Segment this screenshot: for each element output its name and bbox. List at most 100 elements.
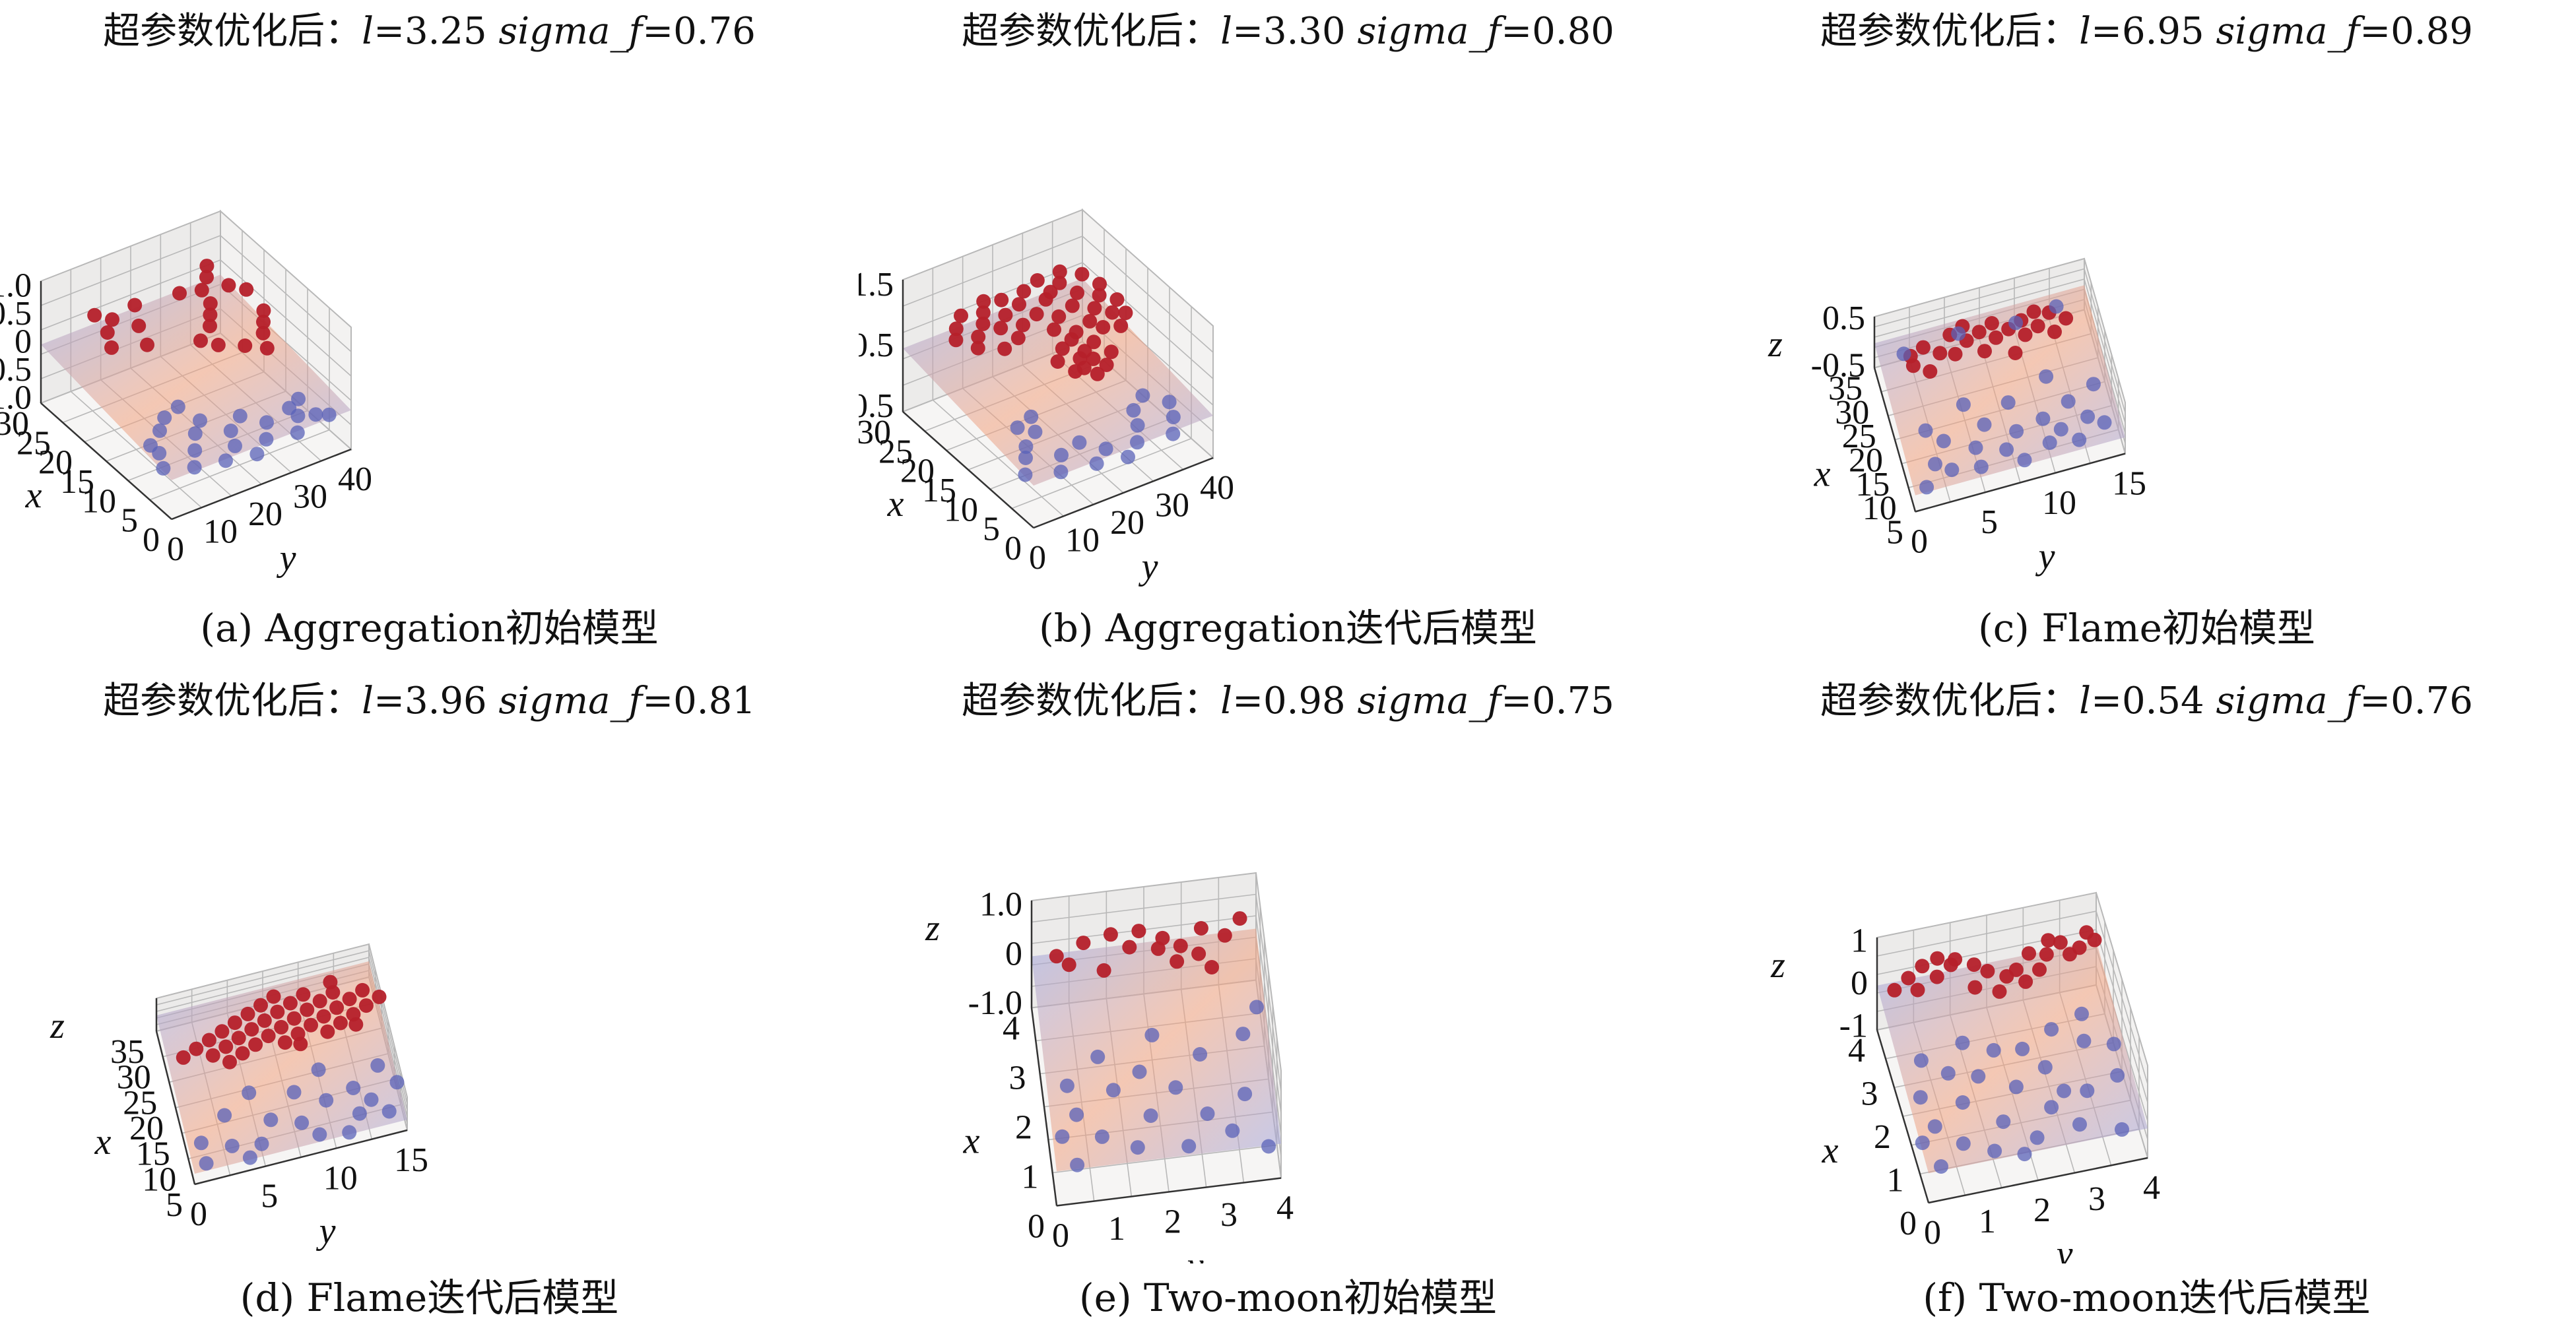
positive-point [329,1000,345,1015]
positive-point [2030,319,2045,334]
negative-point [2072,432,2087,447]
negative-point [1130,435,1144,450]
negative-point [2017,1147,2032,1162]
title-sigma-value: =0.80 [1501,10,1614,53]
positive-class-points [1049,911,1247,978]
negative-point [1934,1159,1948,1174]
positive-point [277,1035,292,1050]
positive-point [1232,911,1247,926]
title-sigma-symbol: sigma_f [1357,680,1502,722]
x-tick-label: 20 [38,444,73,482]
negative-point [1130,418,1145,433]
z-tick-label: -0.5 [1811,346,1865,384]
positive-point [199,270,214,285]
positive-point [1052,264,1067,279]
negative-point [2115,1122,2129,1137]
negative-point [2053,422,2068,437]
negative-class-points [1010,388,1181,482]
z-tick-label: 0 [1851,965,1868,1002]
title-prefix: 超参数优化后： [103,680,362,722]
y-tick-label: 20 [248,495,282,533]
y-tick-label: 3 [2088,1180,2105,1218]
negative-point [2110,1068,2125,1083]
gp-surface [1032,928,1281,1172]
positive-point [2041,933,2056,948]
negative-point [1913,1090,1928,1105]
x-tick-label: 4 [1003,1010,1020,1048]
title-sigma-value: =0.76 [642,10,756,53]
z-axis-label: z [1770,945,1785,986]
negative-point [2030,1130,2045,1145]
negative-point [1977,417,1992,432]
negative-point [2106,1037,2121,1052]
positive-point [256,303,271,318]
negative-point [259,431,274,447]
positive-point [1070,285,1084,300]
negative-class-points [1896,299,2112,495]
negative-point [1054,447,1069,463]
subplot-d: 超参数优化后：l=3.96 sigma_f=0.81 5 10 15 20 25 30 35… [0,670,859,1339]
positive-point [976,294,991,309]
negative-point [286,1085,302,1100]
positive-point [1173,938,1188,953]
positive-point [286,1011,302,1026]
y-tick-label: 10 [203,513,238,551]
positive-point [998,307,1013,323]
positive-point [1930,951,1945,966]
title-sigma-value: =0.89 [2360,10,2473,53]
negative-point [170,399,185,414]
positive-point [1971,325,1987,340]
negative-point [2076,1033,2092,1048]
positive-point [176,1050,191,1065]
y-tick-label: 5 [261,1178,278,1215]
positive-point [1092,276,1107,292]
negative-point [1968,440,1983,455]
positive-point [316,1009,331,1024]
positive-point [127,298,143,313]
negative-point [1144,1027,1160,1042]
positive-point [203,296,218,311]
title-sigma-symbol: sigma_f [498,680,643,722]
positive-point [1943,957,1958,973]
gp-surface [41,274,351,480]
subplot-c: 超参数优化后：l=6.95 sigma_f=0.89 5 10 15 20 25 30 35… [1717,0,2576,670]
positive-point [2026,304,2041,319]
negative-point [143,438,158,453]
negative-point [224,1138,240,1153]
negative-point [319,1093,334,1108]
x-tick-label: 2 [1015,1109,1032,1147]
y-axis-line [1928,1157,2148,1204]
positive-point [87,307,102,323]
subplot-caption: (b) Aggregation迭代后模型 [1039,606,1537,651]
negative-point [1106,1083,1121,1098]
negative-point [2074,1006,2089,1021]
title-sigma-symbol: sigma_f [2216,10,2360,53]
negative-point [1132,1064,1147,1079]
positive-point [1992,984,2007,999]
positive-point [2032,962,2047,977]
x-tick-label: 5 [166,1186,183,1224]
positive-point [261,1029,276,1044]
positive-point [227,1015,242,1031]
subplot-title: 超参数优化后：l=0.98 sigma_f=0.75 [859,671,1717,724]
y-tick-label: 10 [1065,522,1100,559]
x-tick-label: 15 [136,1135,170,1173]
negative-point [187,426,203,441]
x-tick-label: 30 [0,405,29,443]
x-tick-label: 20 [129,1110,164,1147]
title-l-symbol: l [1220,680,1233,722]
positive-class-points [948,264,1133,381]
x-tick-label: 10 [82,482,116,520]
y-tick-label: 1 [1108,1210,1125,1248]
x-tick-label: 15 [60,463,94,501]
positive-point [342,992,357,1007]
positive-point [270,1004,285,1019]
positive-point [1122,940,1137,955]
positive-point [1984,316,1999,331]
x-axis-label: x [963,1121,980,1162]
y-axis-label: y [316,1211,336,1252]
negative-point [311,1062,326,1077]
